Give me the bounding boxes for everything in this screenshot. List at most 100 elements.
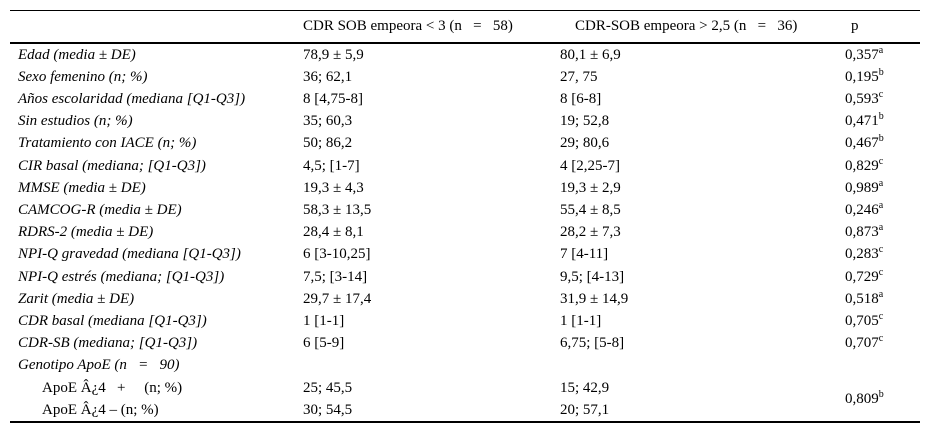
group2-value: 55,4 ± 8,5 [560, 201, 621, 218]
group2-value: 31,9 ± 14,9 [560, 290, 629, 307]
group2-value: 7 [4-11] [560, 246, 609, 263]
row-label: Sexo femenino (n; %) [18, 68, 148, 85]
p-value: 0,809b [837, 377, 920, 422]
group2-value: 1 [1-1] [560, 312, 602, 329]
group1-value: 35; 60,3 [303, 113, 353, 130]
table-row: Tratamiento con IACE (n; %) 50; 86,2 29; 8… [10, 132, 920, 154]
group2-value: 9,5; [4-13] [560, 268, 625, 285]
col-header-group2: CDR-SOB empeora > 2,5 (n = 36) [575, 17, 798, 34]
table-row: CDR-SB (mediana; [Q1-Q3]) 6 [5-9] 6,75; [5… [10, 332, 920, 354]
row-label: MMSE (media ± DE) [18, 179, 146, 196]
row-label: ApoE Â¿4 + (n; %) [42, 379, 183, 396]
col-header-p: p [851, 17, 859, 34]
group1-value: 28,4 ± 8,1 [303, 224, 364, 241]
p-value-number: 0,729 [845, 268, 879, 285]
p-value-footnote-marker: b [878, 133, 884, 145]
group1-value [295, 354, 552, 376]
group2-value: 6,75; [5-8] [560, 335, 625, 352]
group2-value [552, 354, 837, 376]
p-value: 0,707c [837, 332, 920, 354]
p-value-footnote-marker: c [878, 333, 884, 345]
p-value-footnote-marker: a [878, 222, 884, 234]
row-label: NPI-Q gravedad (mediana [Q1-Q3]) [18, 246, 241, 263]
p-value: 0,246a [837, 199, 920, 221]
p-value-number: 0,809 [845, 390, 879, 407]
group1-value: 7,5; [3-14] [303, 268, 368, 285]
p-value-number: 0,989 [845, 179, 879, 196]
group1-value: 58,3 ± 13,5 [303, 201, 372, 218]
table-row: CIR basal (mediana; [Q1-Q3]) 4,5; [1-7] 4 … [10, 155, 920, 177]
row-label: CIR basal (mediana; [Q1-Q3]) [18, 157, 206, 174]
p-value-footnote-marker: b [878, 66, 884, 78]
comparison-table: CDR SOB empeora < 3 (n = 58) CDR-SOB emp… [10, 10, 920, 423]
p-value-number: 0,593 [845, 90, 879, 107]
table-row: MMSE (media ± DE) 19,3 ± 4,3 19,3 ± 2,9 0,9… [10, 177, 920, 199]
p-value-footnote-marker: c [878, 310, 884, 322]
p-value: 0,729c [837, 266, 920, 288]
row-label: Años escolaridad (mediana [Q1-Q3]) [18, 90, 246, 107]
group2-value: 19; 52,8 [560, 113, 610, 130]
p-value: 0,593c [837, 88, 920, 110]
group1-value: 50; 86,2 [303, 135, 353, 152]
table-row: CAMCOG-R (media ± DE) 58,3 ± 13,5 55,4 ± 8… [10, 199, 920, 221]
group1-value: 19,3 ± 4,3 [303, 179, 364, 196]
table-body: Edad (media ± DE) 78,9 ± 5,9 80,1 ± 6,9 0,3… [10, 43, 920, 422]
p-value-footnote-marker: a [878, 199, 884, 211]
table-row: Años escolaridad (mediana [Q1-Q3]) 8 [4,7… [10, 88, 920, 110]
p-value-number: 0,246 [845, 201, 879, 218]
group1-value: 30; 54,5 [303, 401, 353, 418]
row-label: Tratamiento con IACE (n; %) [18, 135, 197, 152]
group1-value: 78,9 ± 5,9 [303, 46, 364, 63]
table-row: Genotipo ApoE (n = 90) [10, 354, 920, 376]
p-value-number: 0,471 [845, 113, 879, 130]
table-row: Sin estudios (n; %) 35; 60,3 19; 52,8 0,471… [10, 110, 920, 132]
group2-value: 19,3 ± 2,9 [560, 179, 621, 196]
p-value-number: 0,829 [845, 157, 879, 174]
row-label: Genotipo ApoE (n = 90) [18, 357, 180, 374]
table-row: Sexo femenino (n; %) 36; 62,1 27, 75 0,195b [10, 66, 920, 88]
p-value: 0,829c [837, 155, 920, 177]
table-row: ApoE Â¿4 – (n; %) 30; 54,5 20; 57,1 [10, 399, 920, 422]
table-row: CDR basal (mediana [Q1-Q3]) 1 [1-1] 1 [1-1… [10, 310, 920, 332]
table-row: NPI-Q estrés (mediana; [Q1-Q3]) 7,5; [3-1… [10, 266, 920, 288]
p-value-number: 0,518 [845, 290, 879, 307]
p-value: 0,705c [837, 310, 920, 332]
row-label: NPI-Q estrés (mediana; [Q1-Q3]) [18, 268, 225, 285]
group1-value: 1 [1-1] [303, 312, 345, 329]
p-value: 0,467b [837, 132, 920, 154]
p-value: 0,471b [837, 110, 920, 132]
p-value [837, 354, 920, 376]
group2-value: 80,1 ± 6,9 [560, 46, 621, 63]
row-label: ApoE Â¿4 – (n; %) [42, 401, 159, 418]
group2-value: 4 [2,25-7] [560, 157, 620, 174]
p-value-number: 0,873 [845, 224, 879, 241]
group2-value: 27, 75 [560, 68, 598, 85]
group1-value: 6 [5-9] [303, 335, 345, 352]
group2-value: 28,2 ± 7,3 [560, 224, 621, 241]
p-value-footnote-marker: c [878, 155, 884, 167]
p-value-footnote-marker: b [878, 111, 884, 123]
p-value-footnote-marker: a [878, 288, 884, 300]
row-label: CDR-SB (mediana; [Q1-Q3]) [18, 335, 198, 352]
row-label: RDRS-2 (media ± DE) [18, 224, 154, 241]
group1-value: 8 [4,75-8] [303, 90, 363, 107]
table-row: Zarit (media ± DE) 29,7 ± 17,4 31,9 ± 14,9… [10, 288, 920, 310]
table-row: RDRS-2 (media ± DE) 28,4 ± 8,1 28,2 ± 7,3 0… [10, 221, 920, 243]
p-value: 0,873a [837, 221, 920, 243]
group1-value: 6 [3-10,25] [303, 246, 371, 263]
p-value: 0,357a [837, 43, 920, 66]
row-label: CDR basal (mediana [Q1-Q3]) [18, 312, 207, 329]
p-value: 0,283c [837, 243, 920, 265]
p-value: 0,518a [837, 288, 920, 310]
header-row: CDR SOB empeora < 3 (n = 58) CDR-SOB emp… [10, 11, 920, 43]
p-value: 0,989a [837, 177, 920, 199]
row-label: Edad (media ± DE) [18, 46, 136, 63]
group2-value: 20; 57,1 [560, 401, 610, 418]
group1-value: 25; 45,5 [303, 379, 353, 396]
row-label: CAMCOG-R (media ± DE) [18, 201, 182, 218]
p-value-footnote-marker: b [878, 388, 884, 400]
row-label: Zarit (media ± DE) [18, 290, 135, 307]
group2-value: 15; 42,9 [560, 379, 610, 396]
group1-value: 4,5; [1-7] [303, 157, 360, 174]
